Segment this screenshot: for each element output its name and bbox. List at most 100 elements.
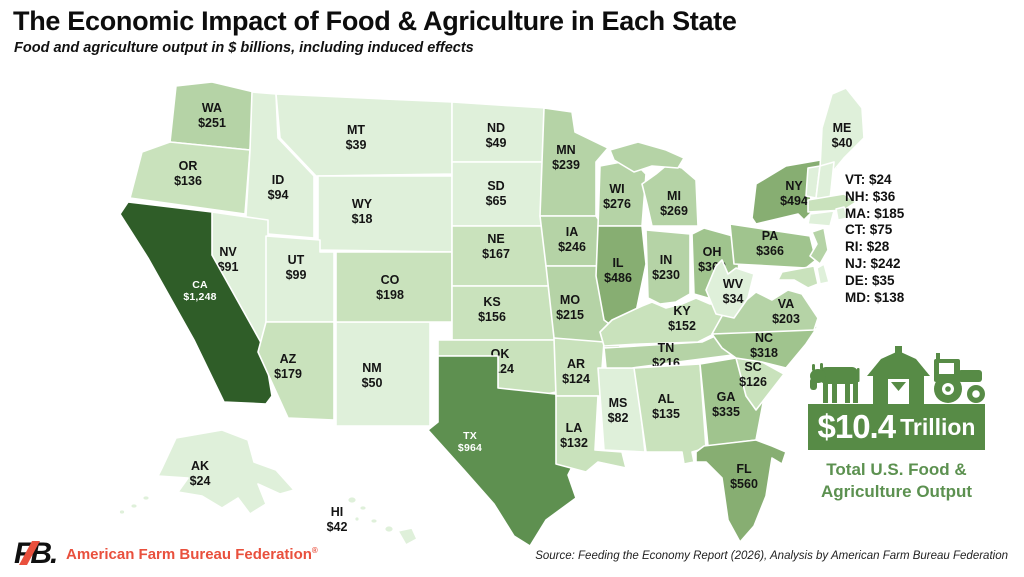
state-wa-label: WA <box>202 101 222 115</box>
org-text: American Farm Bureau Federation <box>66 546 312 563</box>
state-wy: WY$18 <box>317 175 453 253</box>
state-nd-value: $49 <box>486 136 507 150</box>
aleutian-island <box>130 503 138 509</box>
state-nj-shape <box>809 227 829 265</box>
state-sc-label: SC <box>744 360 761 374</box>
state-wv-shape <box>705 259 755 319</box>
state-mo-label: MO <box>560 293 580 307</box>
ne-value-item: MA: $185 <box>845 205 905 221</box>
state-nc-shape <box>711 325 819 369</box>
ne-value-item: MD: $138 <box>845 289 905 305</box>
state-nv-value: $91 <box>218 260 239 274</box>
state-al-value: $135 <box>652 407 680 421</box>
ne-value-item: CT: $75 <box>845 222 893 238</box>
state-or-value: $136 <box>174 174 202 188</box>
state-ny-value: $494 <box>780 194 808 208</box>
state-sd-value: $65 <box>486 194 507 208</box>
state-az: AZ$179 <box>257 321 335 421</box>
state-la-label: LA <box>566 421 583 435</box>
aleutian-island <box>142 495 150 501</box>
fb-logo-mark: FB. <box>14 537 58 570</box>
state-ne-label: NE <box>487 232 504 246</box>
state-ca: CA$1,248 <box>119 201 273 405</box>
state-pa-value: $366 <box>756 244 784 258</box>
state-ct-shape <box>807 210 835 227</box>
barn-icon <box>867 346 930 404</box>
ne-value-item: NJ: $242 <box>845 255 901 271</box>
state-fl: FL$560 <box>695 439 787 543</box>
source-attribution: Source: Feeding the Economy Report (2026… <box>535 550 1008 562</box>
ne-value-item: RI: $28 <box>845 239 890 255</box>
state-ms-label: MS <box>609 396 628 410</box>
state-sc: SC$126 <box>735 357 785 411</box>
state-nm-shape <box>335 321 431 427</box>
state-sd-label: SD <box>487 179 504 193</box>
state-wi-label: WI <box>609 182 624 196</box>
state-ks-label: KS <box>483 295 500 309</box>
state-ar-label: AR <box>567 357 585 371</box>
state-co: CO$198 <box>335 251 453 323</box>
state-ar: AR$124 <box>553 337 605 397</box>
page-subtitle: Food and agriculture output in $ billion… <box>14 40 474 56</box>
hawaii-island <box>354 516 360 522</box>
state-ky-shape <box>599 297 739 347</box>
state-wi-value: $276 <box>603 197 631 211</box>
state-ne-value: $167 <box>482 247 510 261</box>
state-ct <box>807 210 835 227</box>
total-amount: $10.4 <box>817 408 897 445</box>
state-ca-label: CA <box>192 279 208 291</box>
state-hi-shape <box>397 527 418 546</box>
state-ky-label: KY <box>673 304 691 318</box>
state-or-shape <box>129 141 251 215</box>
state-ut-value: $99 <box>286 268 307 282</box>
state-tx-shape <box>427 355 589 547</box>
ne-value-item: VT: $24 <box>845 172 892 187</box>
state-ms-value: $82 <box>608 411 629 425</box>
state-ga-value: $335 <box>712 405 740 419</box>
state-il-label: IL <box>612 256 623 270</box>
state-mi: MI$269 <box>609 141 699 227</box>
state-az-shape <box>257 321 335 421</box>
tractor-icon <box>934 353 985 403</box>
state-mt-shape <box>275 93 453 177</box>
state-me-label: ME <box>833 121 852 135</box>
state-pa-shape <box>729 223 817 269</box>
state-ca-shape <box>119 201 273 405</box>
state-tx: TX$964 <box>427 355 589 547</box>
state-wy-shape <box>317 175 453 253</box>
state-ca-value: $1,248 <box>183 291 216 303</box>
cow-icon <box>810 363 860 403</box>
state-wa-value: $251 <box>198 116 226 130</box>
state-de-shape <box>816 263 830 285</box>
state-wa: WA$251 <box>169 81 255 151</box>
state-wy-value: $18 <box>352 212 373 226</box>
total-output-caption: Total U.S. Food & Agriculture Output <box>808 459 985 503</box>
state-nv-label: NV <box>219 245 237 259</box>
state-hi-value: $42 <box>327 520 348 534</box>
state-me-shape <box>819 87 865 171</box>
state-nc: NC$318 <box>711 325 819 369</box>
state-md-shape <box>777 265 819 289</box>
state-mo-value: $215 <box>556 308 584 322</box>
state-hi: HI$42 <box>327 505 418 546</box>
total-unit: Trillion <box>900 413 976 440</box>
afbf-org-name: American Farm Bureau Federation® <box>66 546 318 563</box>
state-ky-value: $152 <box>668 319 696 333</box>
caption-line-2: Agriculture Output <box>820 482 973 501</box>
state-sd: SD$65 <box>451 161 547 227</box>
state-co-shape <box>335 251 453 323</box>
state-oh-label: OH <box>703 245 722 259</box>
state-il-value: $486 <box>604 271 632 285</box>
state-md <box>777 265 819 289</box>
afbf-logo: FB. <box>14 536 66 575</box>
total-output-callout: $10.4 Trillion Total U.S. Food & Agricul… <box>808 346 985 503</box>
ne-value-item: DE: $35 <box>845 272 895 288</box>
state-mn-label: MN <box>556 143 575 157</box>
state-nm-value: $50 <box>362 376 383 390</box>
state-ak-shape <box>157 429 295 515</box>
state-fl-value: $560 <box>730 477 758 491</box>
state-nm-label: NM <box>362 361 381 375</box>
state-id-value: $94 <box>268 188 289 202</box>
farm-icons <box>810 346 985 404</box>
